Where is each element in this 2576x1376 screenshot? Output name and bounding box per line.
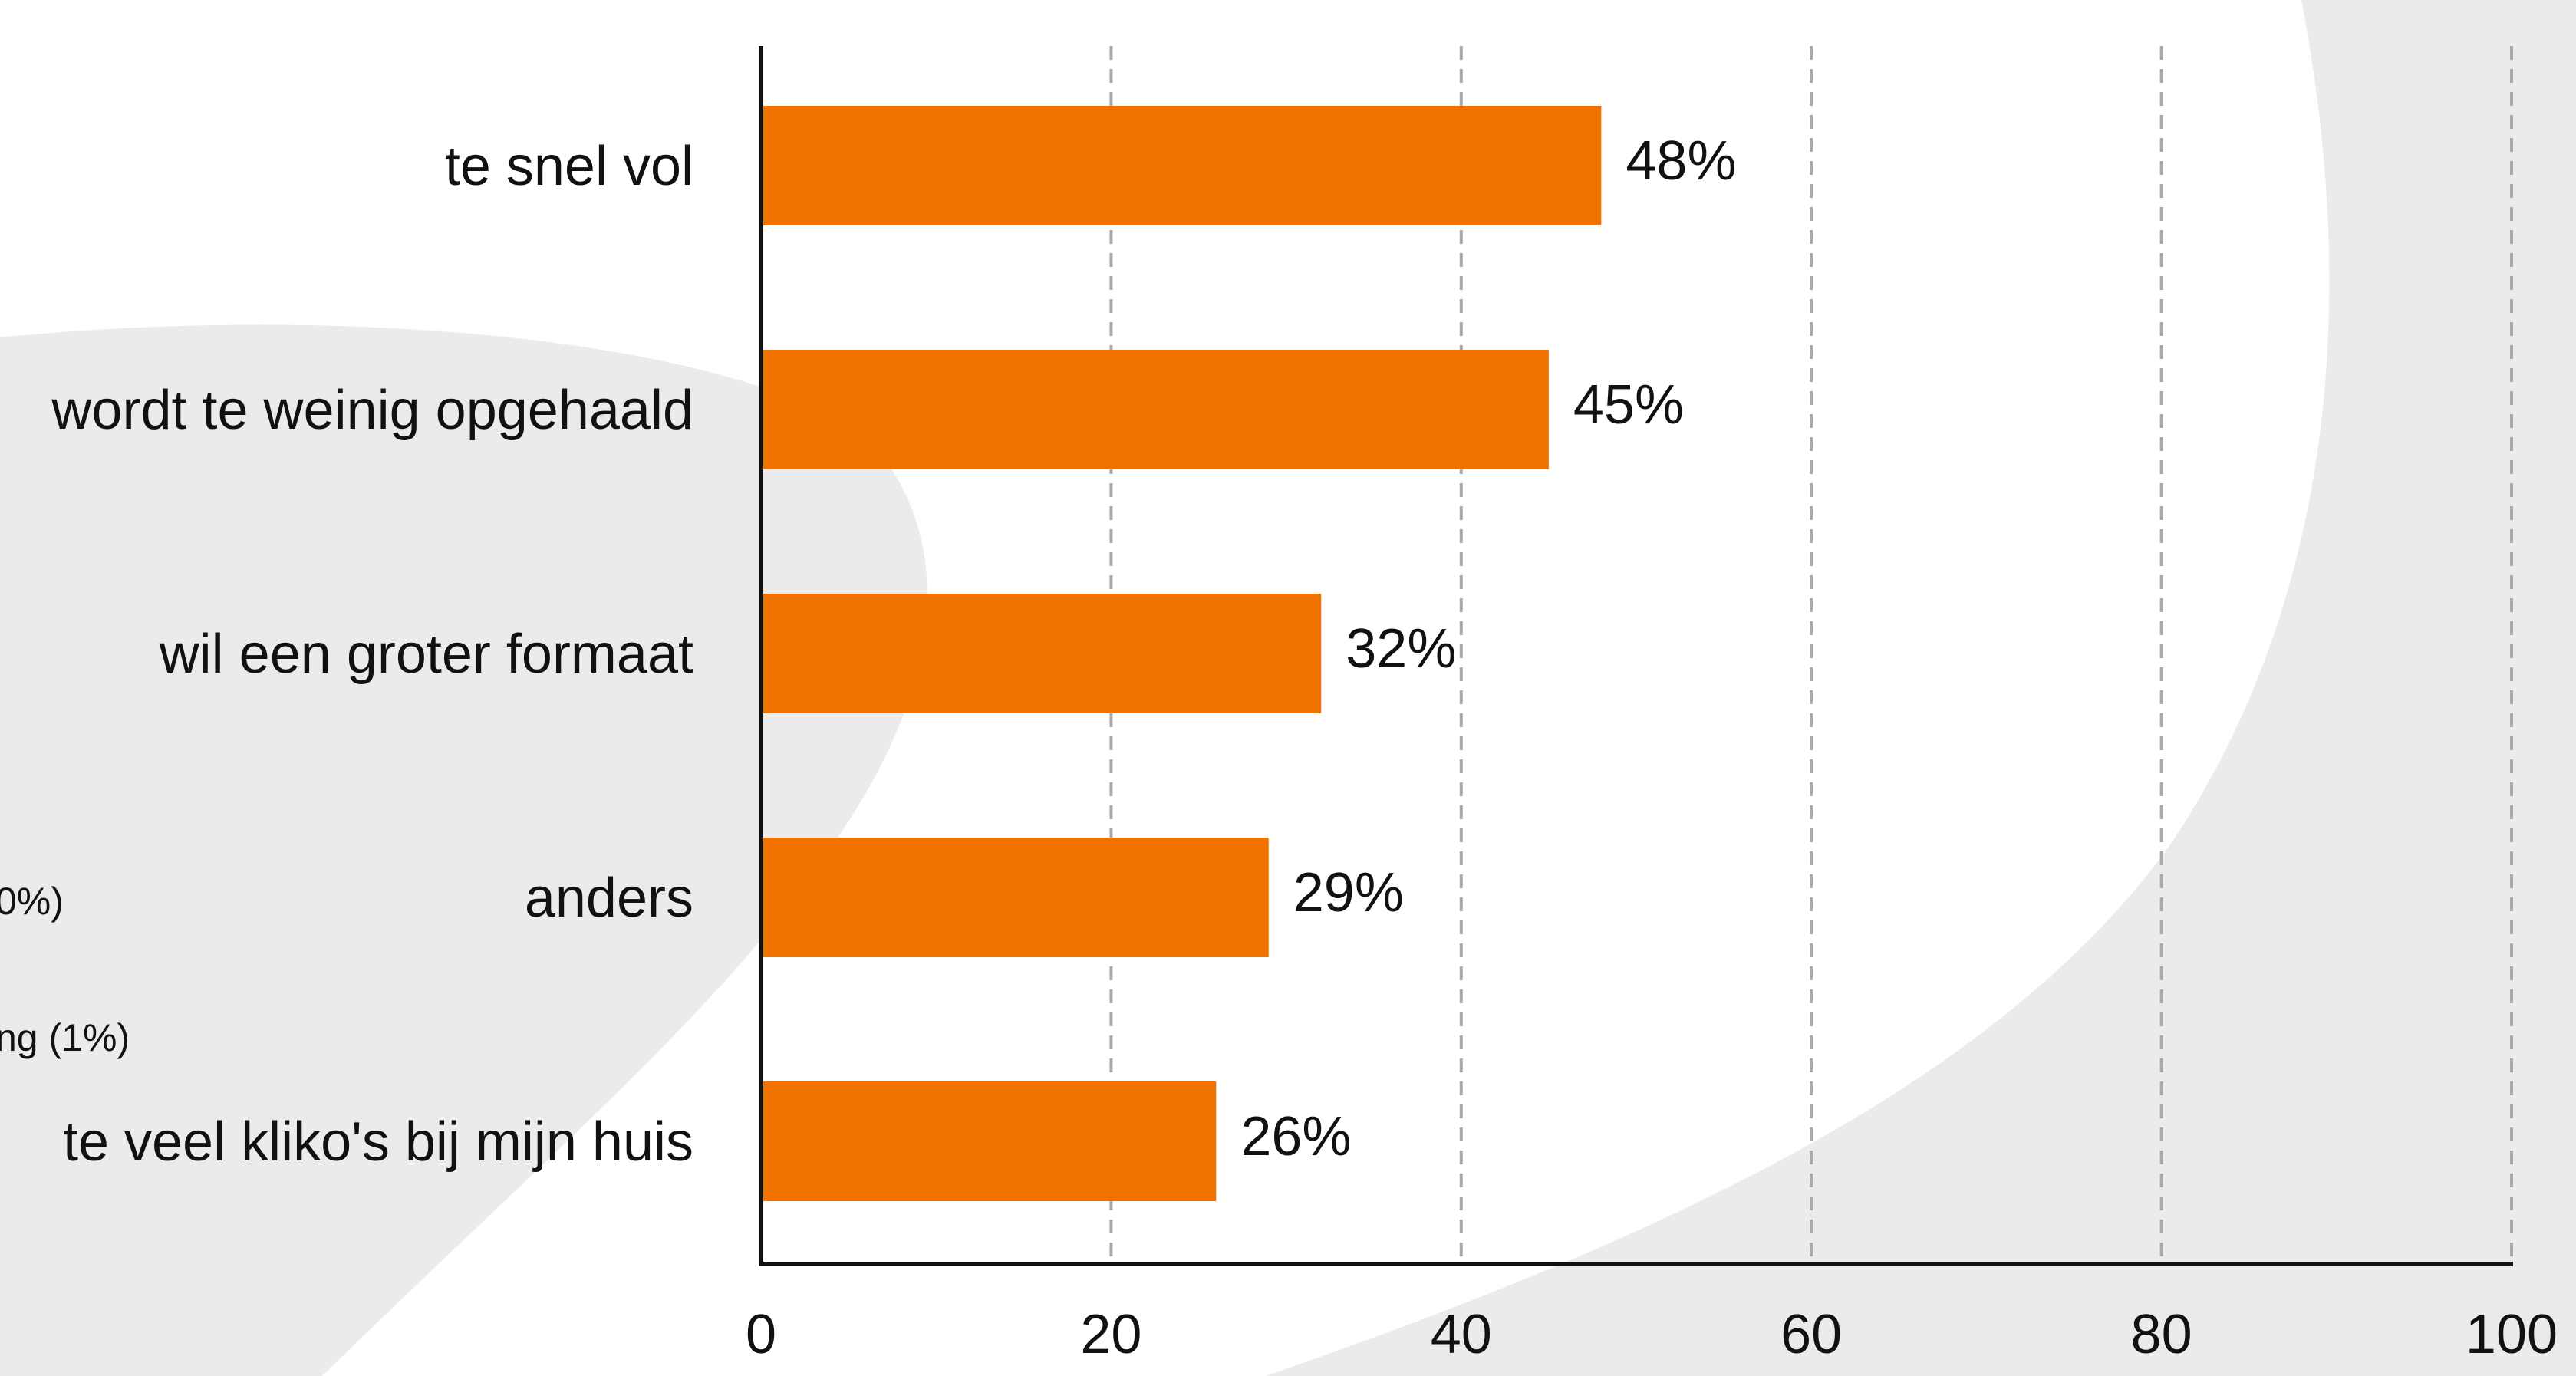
value-label-anders: 29% xyxy=(1293,862,1404,923)
category-label-te-veel-kliko-s-bij-mijn-huis: te veel kliko's bij mijn huis xyxy=(63,1111,693,1173)
x-tick-label-0: 0 xyxy=(746,1304,776,1365)
bar-te-veel-kliko-s-bij-mijn-huis xyxy=(761,1081,1216,1201)
value-label-te-snel-vol: 48% xyxy=(1626,130,1736,192)
category-label-wordt-te-weinig-opgehaald: wordt te weinig opgehaald xyxy=(51,380,693,441)
bar-wil-een-groter-formaat xyxy=(761,594,1321,713)
x-tick-label-20: 20 xyxy=(1080,1304,1141,1365)
category-label-te-snel-vol: te snel vol xyxy=(445,136,693,197)
background-text-fragment-2: ng (1%) xyxy=(0,1016,130,1059)
value-label-wil-een-groter-formaat: 32% xyxy=(1346,618,1456,680)
x-tick-label-80: 80 xyxy=(2131,1304,2192,1365)
x-tick-label-100: 100 xyxy=(2466,1304,2558,1365)
bar-wordt-te-weinig-opgehaald xyxy=(761,350,1549,469)
x-tick-label-40: 40 xyxy=(1431,1304,1492,1365)
bar-anders xyxy=(761,838,1269,957)
bars xyxy=(761,106,1601,1201)
x-tick-label-60: 60 xyxy=(1780,1304,1842,1365)
background-text-fragment-1: 0%) xyxy=(0,880,64,923)
bar-te-snel-vol xyxy=(761,106,1601,225)
category-label-wil-een-groter-formaat: wil een groter formaat xyxy=(159,624,693,685)
value-label-te-veel-kliko-s-bij-mijn-huis: 26% xyxy=(1240,1106,1351,1167)
category-label-anders: anders xyxy=(525,867,693,929)
value-label-wordt-te-weinig-opgehaald: 45% xyxy=(1573,374,1684,436)
